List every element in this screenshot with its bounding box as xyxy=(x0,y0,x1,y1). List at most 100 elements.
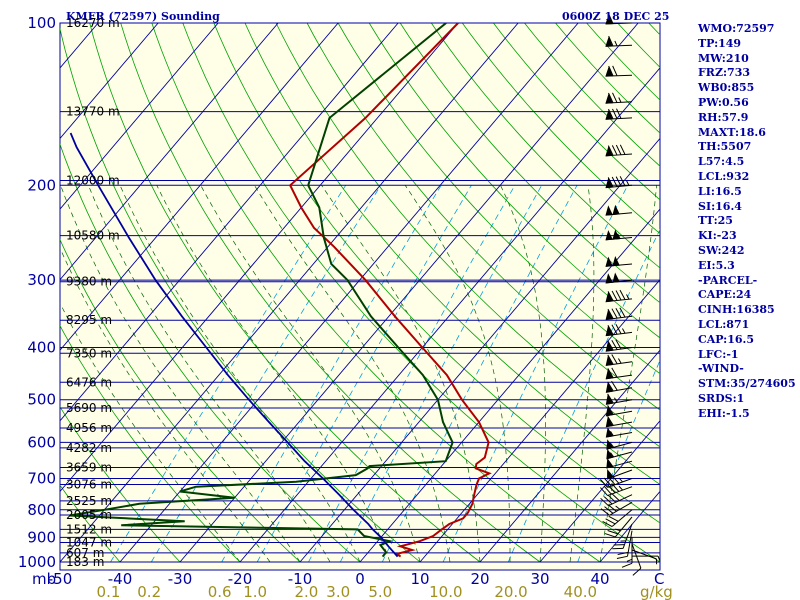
wind-barb-staff xyxy=(607,486,633,497)
mixing-ratio-line xyxy=(256,185,472,563)
wind-barb xyxy=(605,405,633,417)
stat-line: STM:35/274605 xyxy=(698,377,796,391)
wind-barb-flag xyxy=(604,533,616,538)
chart-title: KMFR (72597) Sounding xyxy=(66,10,220,23)
isotherm-line xyxy=(179,23,639,563)
wind-barb-pennant xyxy=(605,382,614,393)
height-label: 3076 m xyxy=(66,477,112,491)
wind-barb-flag xyxy=(612,65,618,76)
stat-line: RH:57.9 xyxy=(698,110,749,124)
wind-barb-pennant xyxy=(605,109,613,120)
wind-barb-pennant xyxy=(605,427,614,438)
wind-barb-flag xyxy=(611,324,618,335)
dry-adiabat-line xyxy=(524,23,660,167)
pressure-tick-label: 600 xyxy=(27,433,56,451)
mixing-ratio-tick-label: 20.0 xyxy=(494,583,527,600)
wind-barb-pennant xyxy=(605,394,614,405)
wind-barb-flag xyxy=(632,567,642,576)
stat-line: FRZ:733 xyxy=(698,66,751,80)
wind-barb xyxy=(605,176,633,189)
isotherm-line xyxy=(539,420,660,563)
wind-barb-flag xyxy=(607,530,619,535)
wind-barb-flag xyxy=(616,555,628,559)
wind-barb-pennant xyxy=(605,14,613,25)
stat-line: LI:16.5 xyxy=(698,184,742,198)
stat-line: EHI:-1.5 xyxy=(698,406,750,420)
stat-line: TH:5507 xyxy=(698,140,752,154)
wind-barb-flag xyxy=(607,368,614,378)
wind-barb-half-flag xyxy=(614,40,618,47)
wind-barb-flag xyxy=(615,339,622,350)
pressure-tick-labels: 100 200 300 400 500 600 700 800 900 1000 xyxy=(18,14,56,571)
wind-barb-flag xyxy=(607,415,614,426)
wind-barb-half-flag xyxy=(610,430,614,437)
wind-barb-pennant xyxy=(605,36,613,47)
temperature-tick-label: 20 xyxy=(470,570,489,588)
wind-barb-pennant xyxy=(606,448,614,460)
isotherm-line xyxy=(60,23,339,351)
height-label: 3659 m xyxy=(66,461,112,475)
wind-barb xyxy=(606,439,633,450)
isotherm-line xyxy=(60,23,219,210)
mixing-ratio-tick-label: 0.2 xyxy=(137,583,161,600)
wind-barb-half-flag xyxy=(618,97,622,103)
wind-barb xyxy=(605,380,633,393)
dry-adiabat-line xyxy=(368,23,660,339)
temperature-tick-label: -30 xyxy=(168,570,193,588)
wind-barb-pennant xyxy=(605,291,613,303)
mixing-ratio-tick-label: 1.0 xyxy=(243,583,267,600)
temperature-profile xyxy=(288,23,492,558)
wind-barb xyxy=(605,229,633,241)
wind-barb-flag xyxy=(605,518,616,525)
height-labels: 16270 m 13770 m 12000 m 10580 m 9380 m 8295 m… xyxy=(66,16,120,569)
wind-barb-flag xyxy=(611,176,618,187)
dry-adiabat-line xyxy=(399,23,660,304)
wind-barb-flag xyxy=(612,547,624,550)
wind-barb-flag xyxy=(615,144,622,155)
mixing-ratio-tick-label: 40.0 xyxy=(564,583,597,600)
height-label: 12000 m xyxy=(66,174,120,188)
wind-barb-pennant xyxy=(607,469,615,480)
temperature-tick-label: -50 xyxy=(48,570,73,588)
wind-barb-flag xyxy=(607,405,614,415)
wind-barb-flag xyxy=(607,145,614,156)
isotherm-line xyxy=(119,23,579,563)
wind-barb-pennant xyxy=(605,66,613,77)
wind-barb-half-flag xyxy=(626,558,633,562)
temperature-tick-label: -10 xyxy=(288,570,313,588)
dry-adiabat-line xyxy=(60,27,421,563)
wind-barb-flag xyxy=(603,496,613,505)
isotherms xyxy=(60,23,660,563)
wind-barb-pennant xyxy=(605,309,613,321)
wind-barb-pennant xyxy=(605,230,613,241)
pressure-tick-label: 500 xyxy=(27,391,56,409)
wind-barb-flag xyxy=(619,144,626,155)
dry-adiabats xyxy=(60,23,660,563)
stat-line: -PARCEL- xyxy=(698,273,758,287)
wind-barb xyxy=(605,393,633,405)
wind-barb-pennant xyxy=(605,93,613,104)
wind-barb xyxy=(606,458,633,469)
wind-barb-flag xyxy=(603,485,612,495)
isotherm-line xyxy=(60,23,279,281)
pressure-tick-label: 200 xyxy=(27,176,56,194)
dry-adiabat-line xyxy=(182,23,660,563)
wind-barb-half-flag xyxy=(655,558,658,565)
temperature-tick-label: 30 xyxy=(530,570,549,588)
wind-barb-flag xyxy=(612,92,618,103)
height-label: 7350 m xyxy=(66,346,112,360)
stat-line: WB0:855 xyxy=(698,81,755,95)
dry-adiabat-line xyxy=(213,23,660,524)
wind-barb-staff xyxy=(631,543,642,569)
wind-barb-half-flag xyxy=(657,555,661,562)
wind-barb xyxy=(607,469,633,480)
wind-barb xyxy=(605,13,633,25)
mixing-ratio-tick-label: 10.0 xyxy=(429,583,462,600)
stat-line: TT:25 xyxy=(698,214,733,228)
mixing-ratio-tick-label: 0.6 xyxy=(208,583,232,600)
moist-adiabat-line xyxy=(60,247,271,563)
wind-barb-pennant xyxy=(612,272,620,283)
wind-barb-flag xyxy=(600,479,608,488)
wind-barb-flag xyxy=(607,325,614,335)
stat-line: L57:4.5 xyxy=(698,155,745,169)
